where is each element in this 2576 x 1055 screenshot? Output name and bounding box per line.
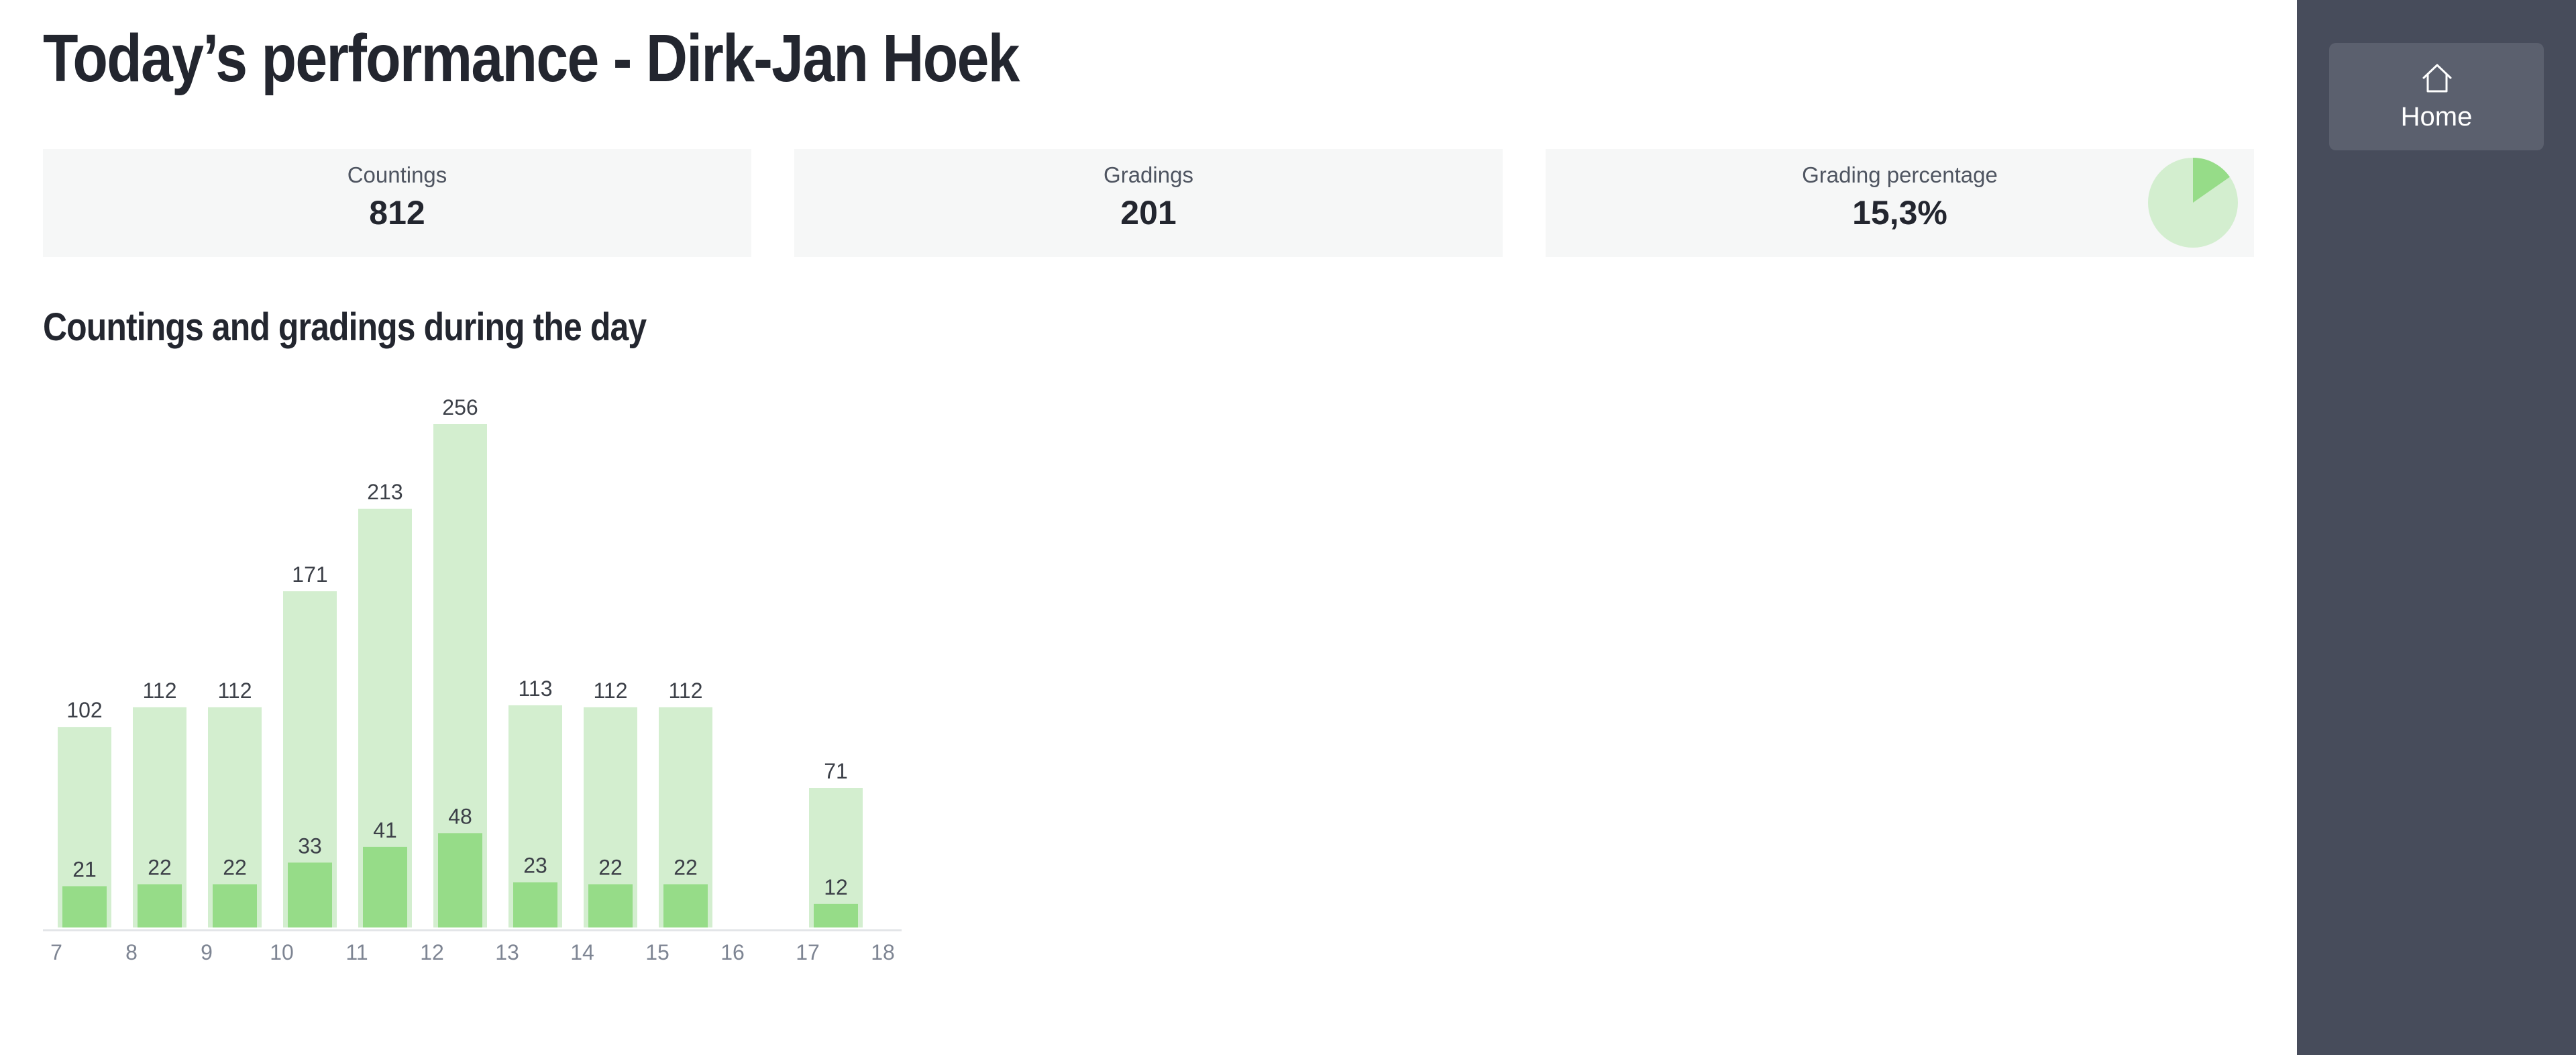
sidebar: Home <box>2297 0 2576 1055</box>
x-tick-7: 7 <box>50 940 62 964</box>
home-icon <box>2422 64 2452 93</box>
countings-label: Countings <box>347 162 447 187</box>
bar-gradings-14 <box>588 884 633 927</box>
bar-label-countings-7: 102 <box>66 698 102 722</box>
bar-chart: 1022111222112221713321341256481132311222… <box>43 395 902 964</box>
bar-label-gradings-15: 22 <box>674 856 698 880</box>
bar-gradings-11 <box>363 846 407 927</box>
grading-percentage-card: Grading percentage 15,3% <box>1546 149 2254 257</box>
bar-gradings-8 <box>138 884 182 927</box>
x-tick-16: 16 <box>720 940 745 964</box>
section-title: Countings and gradings during the day <box>43 305 647 349</box>
bar-label-countings-10: 171 <box>292 562 327 587</box>
bar-gradings-9 <box>213 884 257 927</box>
bar-gradings-13 <box>513 882 557 927</box>
bar-label-countings-9: 112 <box>217 679 252 703</box>
bar-gradings-17 <box>814 903 858 927</box>
bar-label-gradings-11: 41 <box>373 818 397 842</box>
x-tick-17: 17 <box>796 940 820 964</box>
grading-percentage-pie <box>2148 158 2238 248</box>
countings-card: Countings 812 <box>43 149 751 257</box>
page-title: Today’s performance - Dirk-Jan Hoek <box>43 21 1020 96</box>
bar-label-gradings-7: 21 <box>72 857 97 881</box>
x-tick-14: 14 <box>570 940 594 964</box>
bar-label-gradings-10: 33 <box>298 834 322 858</box>
home-label: Home <box>2400 102 2473 132</box>
bar-label-gradings-9: 22 <box>223 856 247 880</box>
bar-label-gradings-8: 22 <box>148 856 172 880</box>
bar-gradings-10 <box>288 862 332 927</box>
bar-label-countings-15: 112 <box>668 679 702 703</box>
x-tick-15: 15 <box>645 940 669 964</box>
x-tick-18: 18 <box>871 940 895 964</box>
x-tick-10: 10 <box>270 940 294 964</box>
countings-value: 812 <box>369 194 425 232</box>
bar-label-countings-13: 113 <box>518 676 552 701</box>
x-tick-9: 9 <box>201 940 213 964</box>
bar-label-countings-17: 71 <box>824 759 848 783</box>
x-tick-11: 11 <box>345 940 368 964</box>
bar-label-gradings-13: 23 <box>523 854 547 878</box>
pie-slice-gradings <box>2193 158 2230 203</box>
bar-label-gradings-17: 12 <box>824 875 848 899</box>
bar-gradings-7 <box>62 886 107 927</box>
x-tick-8: 8 <box>125 940 138 964</box>
bar-label-countings-8: 112 <box>142 679 176 703</box>
bar-label-countings-11: 213 <box>367 480 402 504</box>
bar-label-gradings-14: 22 <box>598 856 623 880</box>
gradings-card: Gradings 201 <box>794 149 1503 257</box>
bar-label-countings-14: 112 <box>593 679 627 703</box>
home-button[interactable]: Home <box>2329 43 2544 150</box>
grading-percentage-label: Grading percentage <box>1802 162 1998 187</box>
gradings-label: Gradings <box>1104 162 1193 187</box>
bar-label-countings-12: 256 <box>442 395 478 419</box>
x-tick-13: 13 <box>495 940 519 964</box>
bar-gradings-15 <box>663 884 708 927</box>
bar-label-gradings-12: 48 <box>448 804 472 828</box>
bar-gradings-12 <box>438 833 482 927</box>
x-tick-12: 12 <box>420 940 444 964</box>
grading-percentage-value: 15,3% <box>1852 194 1947 232</box>
gradings-value: 201 <box>1120 194 1177 232</box>
main-content: Today’s performance - Dirk-Jan Hoek Coun… <box>43 21 2254 964</box>
